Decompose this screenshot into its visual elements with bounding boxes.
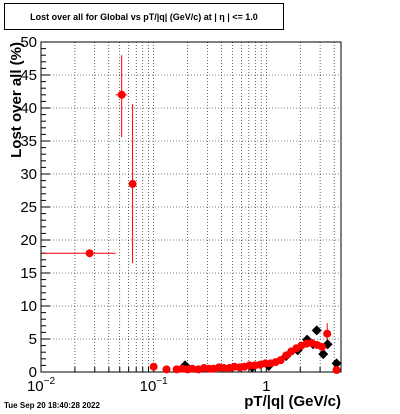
x-tick-label: 10−1 [140,376,169,395]
x-tick-label: 1 [262,378,270,395]
y-tick-label: 15 [20,265,37,282]
data-points [85,90,342,375]
data-point-diamond [331,358,342,369]
grid [41,42,341,372]
y-tick-label: 20 [20,232,37,249]
y-axis-title: Lost over all (%) [8,42,25,158]
chart-title-text: Lost over all for Global vs pT/|q| (GeV/… [30,11,258,22]
data-point-circle [162,365,171,374]
y-tick-label: 25 [20,199,37,216]
data-point-circle [219,364,228,373]
data-point-circle [117,90,126,99]
data-point-circle [318,342,327,351]
error-bars [42,55,328,345]
axis-labels: 0 5 10 15 20 25 30 35 40 45 50 10−2 10−1 1pT/|q| (GeV… [8,34,341,410]
data-point-circle [276,356,285,365]
chart-title: Lost over all for Global vs pT/|q| (GeV/… [4,3,284,30]
x-tick-label: 10−2 [27,376,56,395]
y-tick-label: 40 [20,100,37,117]
data-point-circle [332,366,341,375]
y-tick-label: 0 [29,364,37,381]
y-tick-label: 30 [20,166,37,183]
y-tick-label: 10 [20,298,37,315]
y-tick-label: 35 [20,133,37,150]
data-point-circle [128,179,137,188]
timestamp: Tue Sep 20 18:40:28 2022 [4,401,100,410]
data-point-diamond [318,349,329,360]
y-tick-label: 45 [20,67,37,84]
data-point-circle [85,249,94,258]
data-point-circle [323,329,332,338]
data-point-circle [149,362,158,371]
x-axis-title: pT/|q| (GeV/c) [244,393,341,410]
y-tick-label: 50 [20,34,37,51]
data-point-diamond [311,325,322,336]
y-tick-label: 5 [29,331,37,348]
data-point-circle [188,364,197,373]
